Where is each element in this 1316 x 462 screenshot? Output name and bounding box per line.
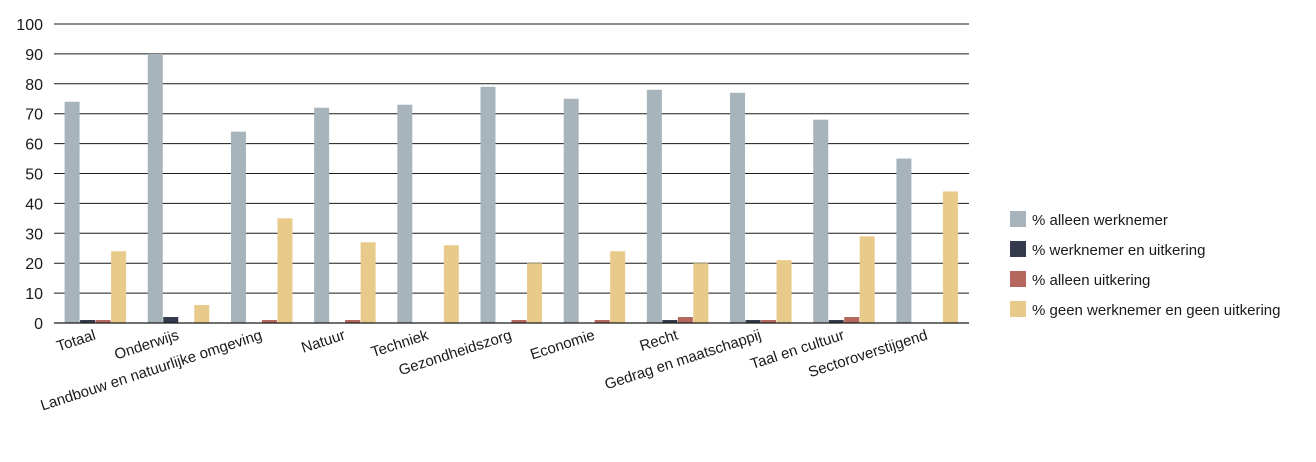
bar bbox=[828, 320, 844, 323]
bar bbox=[111, 251, 127, 323]
bar bbox=[745, 320, 761, 323]
x-tick-label: Recht bbox=[638, 326, 681, 355]
legend-swatch bbox=[1010, 301, 1026, 317]
bar bbox=[360, 242, 376, 323]
y-tick-label: 20 bbox=[25, 256, 43, 273]
bars bbox=[64, 53, 958, 324]
bar bbox=[844, 317, 860, 323]
bar bbox=[511, 320, 527, 323]
bar bbox=[261, 320, 277, 323]
bar bbox=[194, 305, 210, 323]
bar bbox=[527, 263, 542, 323]
bar bbox=[776, 260, 792, 323]
y-tick-label: 80 bbox=[25, 77, 43, 94]
y-tick-label: 0 bbox=[34, 316, 43, 333]
y-tick-label: 100 bbox=[16, 17, 43, 34]
x-tick-label: Natuur bbox=[299, 327, 347, 357]
bar bbox=[64, 101, 80, 324]
bar bbox=[95, 320, 111, 323]
bar bbox=[230, 131, 246, 323]
legend-swatch bbox=[1010, 271, 1026, 287]
bar bbox=[80, 320, 96, 323]
x-tick-label: Totaal bbox=[55, 327, 98, 356]
bar bbox=[730, 92, 746, 324]
bar bbox=[761, 320, 777, 323]
bar bbox=[610, 251, 626, 323]
bar bbox=[277, 218, 293, 323]
legend-swatch bbox=[1010, 241, 1026, 257]
legend-label: % alleen werknemer bbox=[1032, 212, 1168, 229]
bar bbox=[443, 245, 459, 323]
y-tick-label: 50 bbox=[25, 167, 43, 184]
bar bbox=[942, 191, 958, 323]
bar bbox=[163, 317, 179, 323]
x-tick-label: Gedrag en maatschappij bbox=[603, 327, 764, 394]
legend: % alleen werknemer % werknemer en uitkeri… bbox=[1010, 211, 1280, 319]
bar bbox=[314, 107, 330, 323]
legend-label: % werknemer en uitkering bbox=[1032, 242, 1205, 259]
legend-label: % geen werknemer en geen uitkering bbox=[1032, 302, 1280, 319]
gridlines bbox=[54, 23, 969, 294]
bar bbox=[896, 158, 912, 323]
y-tick-label: 90 bbox=[25, 47, 43, 64]
y-tick-label: 10 bbox=[25, 286, 43, 303]
bar bbox=[480, 86, 496, 323]
y-tick-label: 70 bbox=[25, 107, 43, 124]
bar bbox=[677, 317, 693, 323]
bar bbox=[594, 320, 610, 323]
y-tick-label: 30 bbox=[25, 226, 43, 243]
bar bbox=[397, 104, 413, 323]
y-tick-label: 60 bbox=[25, 137, 43, 154]
bar bbox=[662, 320, 678, 323]
bar bbox=[646, 89, 662, 323]
bar bbox=[859, 236, 875, 323]
bar bbox=[563, 98, 579, 323]
bar bbox=[813, 119, 829, 324]
legend-label: % alleen uitkering bbox=[1032, 272, 1150, 289]
x-tick-label: Economie bbox=[528, 327, 597, 364]
legend-swatch bbox=[1010, 211, 1026, 227]
bar bbox=[147, 53, 163, 324]
y-tick-label: 40 bbox=[25, 196, 43, 213]
y-axis-ticks: 0 10 20 30 40 50 60 70 80 90 100 bbox=[16, 17, 43, 333]
bar bbox=[345, 320, 361, 323]
bar bbox=[693, 263, 709, 323]
